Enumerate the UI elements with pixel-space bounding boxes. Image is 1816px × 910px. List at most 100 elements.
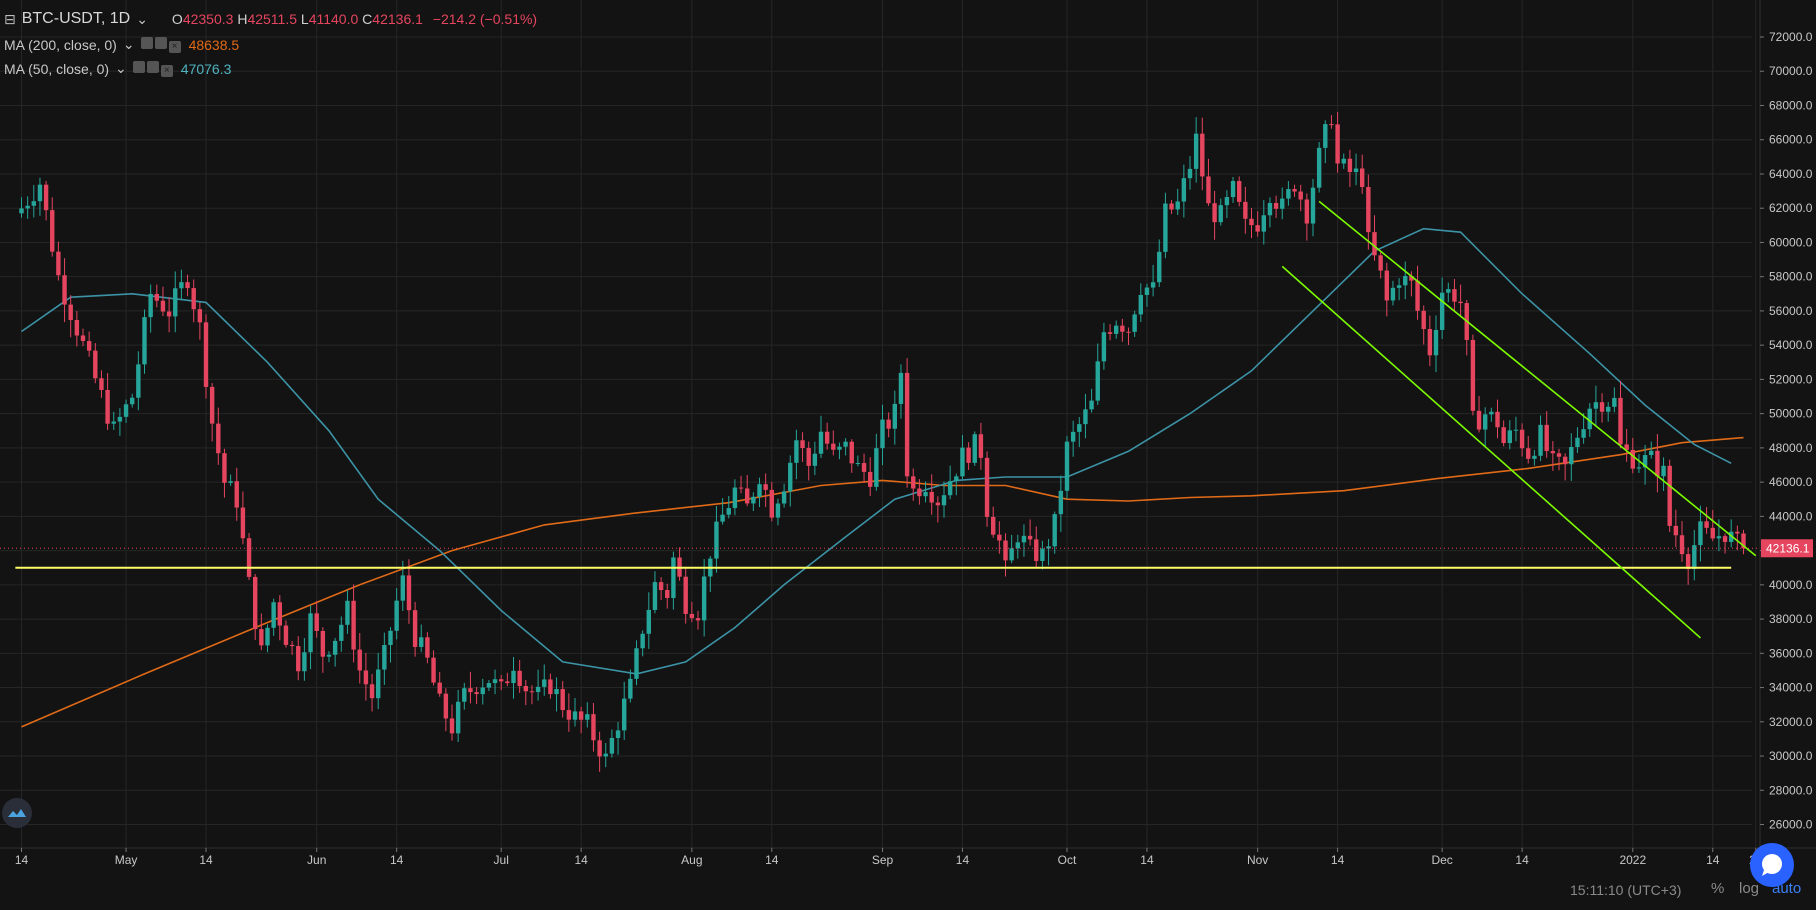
candle-body: [855, 463, 861, 465]
candle-body: [511, 670, 516, 684]
candle-body: [1298, 191, 1303, 200]
candle-body: [50, 210, 55, 252]
candle-body: [474, 692, 479, 695]
candle-body: [898, 372, 904, 404]
candle-body: [332, 640, 338, 655]
candle-body: [314, 613, 319, 631]
candle-body: [480, 687, 485, 695]
candle-body: [443, 693, 449, 719]
candle-body: [1341, 158, 1346, 164]
chevron-down-icon[interactable]: ⌄: [115, 60, 127, 76]
chat-bubble-icon[interactable]: [1750, 843, 1794, 887]
chevron-down-icon[interactable]: ⌄: [122, 36, 135, 52]
candle-body: [86, 341, 92, 351]
candle-body: [136, 364, 141, 398]
candle-body: [1507, 430, 1512, 444]
candle-body: [56, 251, 61, 276]
settings-icon[interactable]: [154, 37, 167, 49]
candle-body: [1470, 339, 1476, 411]
candle-body: [308, 613, 313, 653]
chevron-down-icon[interactable]: ⌄: [136, 10, 148, 27]
candle-body: [763, 484, 768, 490]
candle-body: [1064, 441, 1070, 491]
candle-body: [1452, 289, 1457, 302]
percent-toggle[interactable]: %: [1711, 880, 1725, 897]
candle-body: [1144, 287, 1150, 295]
candle-body: [745, 488, 750, 504]
price-tick-label: 30000.0: [1769, 749, 1813, 763]
price-tick-label: 32000.0: [1769, 715, 1813, 729]
close-icon[interactable]: ×: [168, 41, 181, 53]
price-tick-label: 68000.0: [1769, 98, 1813, 112]
price-axis[interactable]: 26000.0 28000.0 30000.0 32000.0 34000.0 36000…: [1759, 0, 1813, 848]
ma200-legend[interactable]: MA (200, close, 0) ⌄ × 48638.5: [4, 36, 239, 53]
date-tick-label: Jul: [494, 853, 509, 867]
candle-body: [818, 431, 824, 454]
close-value: 42136.1: [372, 11, 423, 27]
candle-body: [326, 654, 332, 657]
candle-body: [31, 201, 36, 206]
candle-body: [345, 600, 350, 625]
candle-body: [1212, 203, 1217, 223]
candle-body: [1642, 455, 1648, 468]
date-tick-label: 14: [390, 853, 404, 867]
candle-body: [289, 644, 295, 647]
candle-body: [1034, 539, 1039, 561]
date-tick-label: 14: [1706, 853, 1720, 867]
candle-body: [874, 448, 879, 487]
logo-icon[interactable]: [2, 798, 32, 828]
candle-body: [529, 691, 535, 693]
candle-body: [1003, 540, 1008, 561]
candle-body: [554, 689, 559, 695]
candle-body: [1587, 408, 1592, 430]
candle-body: [363, 670, 369, 685]
collapse-icon[interactable]: ⊟: [4, 10, 16, 27]
candle-body: [382, 645, 387, 670]
candle-body: [1692, 545, 1697, 569]
ma200-value: 48638.5: [188, 36, 240, 53]
time-axis[interactable]: 14 May 14 Jun 14 Jul 14 Aug 14 Sep 14 Oct 14 Nov 14 Dec…: [0, 847, 1816, 867]
settings-icon[interactable]: [146, 61, 159, 73]
close-icon[interactable]: ×: [160, 65, 173, 77]
candle-body: [455, 701, 461, 734]
candle-body: [222, 453, 227, 483]
candle-body: [634, 648, 639, 679]
candle-body: [757, 484, 762, 497]
symbol-label[interactable]: BTC-USDT, 1D: [21, 10, 131, 27]
ma50-legend[interactable]: MA (50, close, 0) ⌄ × 47076.3: [4, 60, 231, 77]
price-tick-label: 64000.0: [1769, 167, 1813, 181]
low-label: L: [300, 11, 309, 27]
price-tick-label: 54000.0: [1769, 338, 1813, 352]
ma50-label[interactable]: MA (50, close, 0): [4, 60, 110, 77]
eye-icon[interactable]: [132, 61, 145, 73]
candle-body: [160, 300, 166, 312]
date-tick-label: 14: [574, 853, 588, 867]
candle-body: [142, 317, 147, 365]
eye-icon[interactable]: [140, 37, 153, 49]
candle-body: [1243, 201, 1248, 219]
candle-body: [800, 440, 805, 449]
candle-body: [1495, 411, 1500, 428]
candle-body: [714, 521, 719, 559]
candle-body: [406, 575, 412, 611]
log-toggle[interactable]: log: [1739, 880, 1760, 897]
candle-body: [437, 682, 442, 694]
candle-body: [400, 575, 405, 601]
candle-body: [105, 389, 110, 424]
candle-body: [1009, 548, 1014, 561]
date-tick-label: 14: [765, 853, 779, 867]
candle-body: [80, 335, 86, 342]
candle-body: [1120, 325, 1125, 332]
ma200-label[interactable]: MA (200, close, 0): [4, 36, 117, 53]
candle-body: [302, 652, 307, 672]
candle-body: [1655, 450, 1660, 477]
candle-body: [517, 670, 522, 687]
candle-body: [947, 481, 953, 496]
candle-body: [1390, 287, 1396, 301]
candle-body: [1446, 289, 1451, 293]
candle-body: [1513, 429, 1519, 431]
candle-body: [671, 557, 676, 598]
candle-body: [652, 582, 658, 610]
candle-body: [535, 686, 541, 693]
